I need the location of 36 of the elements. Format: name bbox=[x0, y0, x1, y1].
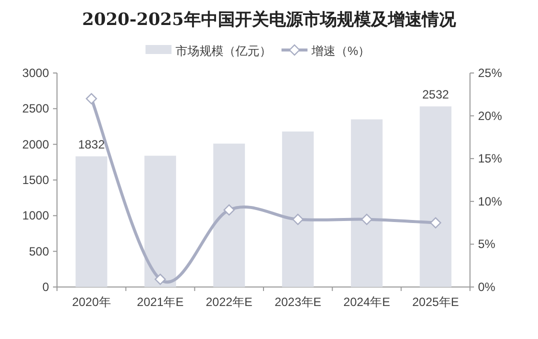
y2-tick-label: 10% bbox=[478, 194, 502, 208]
y2-tick-label: 20% bbox=[478, 108, 502, 123]
y2-tick-label: 0% bbox=[478, 280, 496, 294]
y2-tick-label: 5% bbox=[478, 237, 496, 252]
bar bbox=[144, 156, 176, 287]
chart-title: 2020-2025年中国开关电源市场规模及增速情况 bbox=[82, 10, 457, 30]
y-tick-label: 2000 bbox=[22, 137, 50, 152]
x-tick-label: 2021年E bbox=[136, 295, 184, 309]
legend-label: 增速（%） bbox=[310, 44, 370, 58]
point bbox=[223, 204, 235, 216]
x-tick-label: 2023年E bbox=[274, 295, 322, 309]
data-label: 2532 bbox=[422, 87, 450, 102]
y2-tick-label: 25% bbox=[478, 66, 502, 80]
bar bbox=[76, 156, 108, 287]
x-tick-label: 2025年E bbox=[412, 295, 459, 309]
point bbox=[292, 214, 304, 225]
y-tick-label: 3000 bbox=[22, 66, 50, 80]
point bbox=[430, 217, 442, 228]
bar bbox=[420, 106, 452, 287]
x-tick-label: 2024年E bbox=[343, 295, 390, 309]
y2-tick-label: 15% bbox=[478, 152, 502, 166]
x-tick-label: 2022年E bbox=[206, 295, 252, 309]
data-label: 1832 bbox=[78, 137, 106, 152]
bar bbox=[282, 131, 314, 287]
point bbox=[86, 93, 98, 104]
bar bbox=[213, 144, 245, 287]
y-tick-label: 1000 bbox=[22, 208, 50, 223]
point bbox=[361, 214, 372, 225]
legend-label: 市场规模（亿元） bbox=[176, 44, 272, 58]
x-tick-label: 2020年 bbox=[72, 295, 111, 309]
y-tick-label: 0 bbox=[42, 280, 50, 294]
bar bbox=[350, 119, 383, 287]
y-tick-label: 2500 bbox=[22, 102, 50, 116]
point bbox=[154, 274, 166, 285]
y-tick-label: 1500 bbox=[22, 173, 50, 187]
y-tick-label: 500 bbox=[28, 244, 50, 258]
